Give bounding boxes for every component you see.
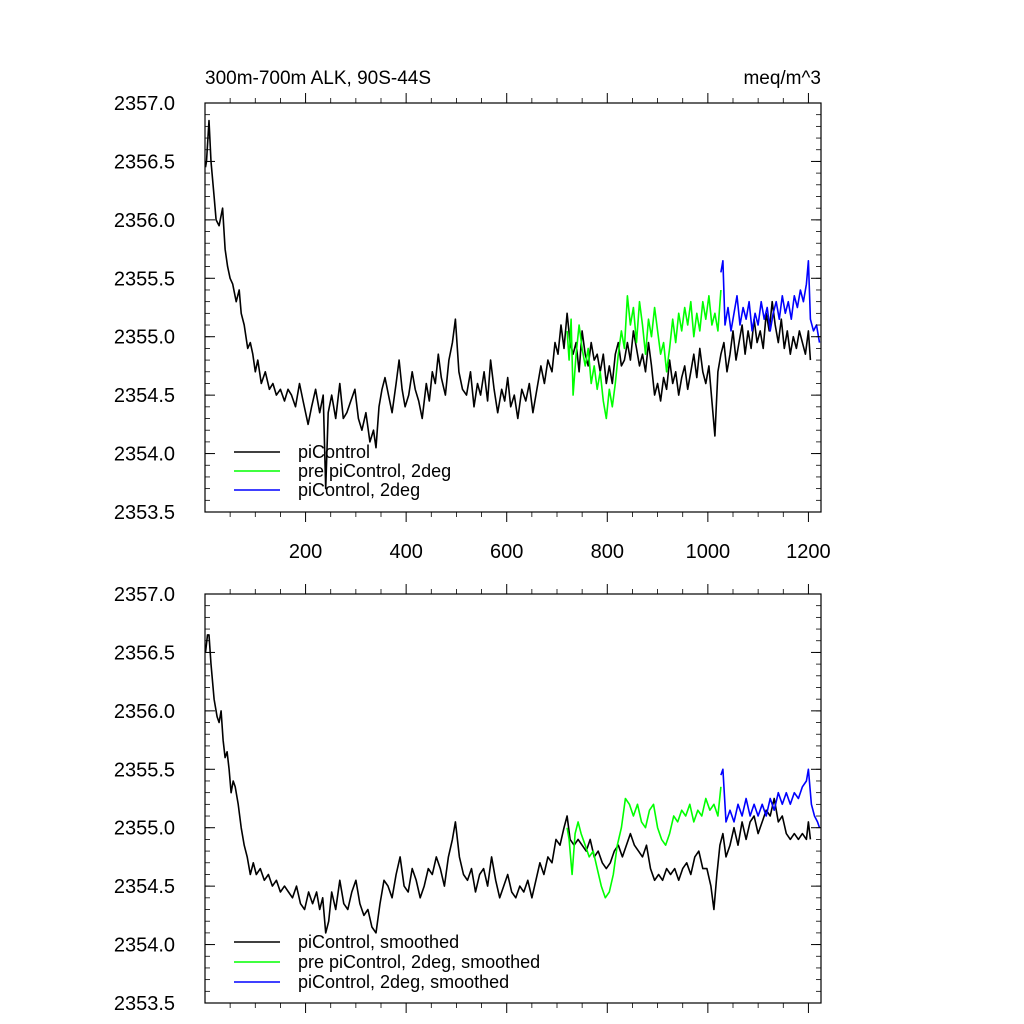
top-y-tick-label: 2356.0 <box>114 210 175 232</box>
bottom-y-tick-label: 2356.0 <box>114 701 175 723</box>
top-panel-series <box>204 119 821 490</box>
top-panel-frame <box>204 102 822 513</box>
bottom-panel-ticks: 2353.5 2354.0 2354.5 2355.0 2355.5 2356.0 2356… <box>114 584 821 1015</box>
legend-label-pre-picontrol-2deg: pre piControl, 2deg <box>298 461 451 481</box>
top-series-line-1 <box>566 289 722 420</box>
top-panel-legend: piControl pre piControl, 2deg piControl,… <box>234 442 451 500</box>
legend-label-pre-picontrol-2deg-smoothed: pre piControl, 2deg, smoothed <box>298 952 540 972</box>
bottom-panel-series <box>204 634 821 934</box>
top-panel-units: meq/m^3 <box>743 68 821 89</box>
bottom-y-tick-label: 2355.0 <box>114 818 175 840</box>
bottom-y-tick-label: 2354.5 <box>114 876 175 898</box>
top-y-tick-label: 2353.5 <box>114 502 175 524</box>
legend-label-picontrol-2deg: piControl, 2deg <box>298 480 420 500</box>
top-panel-ticks: 2353.5 2354.0 2354.5 2355.0 2355.5 2356.0 2356… <box>114 93 831 563</box>
bottom-y-tick-label: 2353.5 <box>114 993 175 1015</box>
top-y-tick-label: 2357.0 <box>114 93 175 115</box>
top-x-tick-label: 200 <box>289 541 322 563</box>
top-panel: 300m-700m ALK, 90S-44S meq/m^3 2353.5235… <box>114 68 831 563</box>
bottom-y-tick-label: 2354.0 <box>114 935 175 957</box>
top-y-tick-label: 2355.5 <box>114 268 175 290</box>
top-x-tick-label: 1000 <box>686 541 731 563</box>
bottom-y-tick-label: 2356.5 <box>114 642 175 664</box>
legend-label-picontrol: piControl <box>298 442 370 462</box>
top-series-line-2 <box>720 260 821 343</box>
top-series-line-0 <box>204 119 812 490</box>
top-y-tick-label: 2356.5 <box>114 151 175 173</box>
bottom-y-tick-label: 2355.5 <box>114 759 175 781</box>
bottom-panel-legend: piControl, smoothed pre piControl, 2deg,… <box>234 932 540 992</box>
bottom-series-line-0 <box>204 634 812 934</box>
legend-label-picontrol-2deg-smoothed: piControl, 2deg, smoothed <box>298 972 509 992</box>
top-x-tick-label: 400 <box>389 541 422 563</box>
top-x-tick-label: 1200 <box>786 541 831 563</box>
bottom-panel: 2353.5 2354.0 2354.5 2355.0 2355.5 2356.0 2356… <box>114 584 822 1015</box>
top-y-tick-label: 2354.5 <box>114 385 175 407</box>
bottom-series-line-1 <box>566 786 722 899</box>
top-x-tick-label: 600 <box>490 541 523 563</box>
top-panel-title: 300m-700m ALK, 90S-44S <box>205 68 431 89</box>
bottom-panel-frame <box>204 593 822 1004</box>
top-y-tick-label: 2354.0 <box>114 444 175 466</box>
bottom-y-tick-label: 2357.0 <box>114 584 175 606</box>
legend-label-picontrol-smoothed: piControl, smoothed <box>298 932 459 952</box>
top-x-tick-label: 800 <box>591 541 624 563</box>
bottom-series-line-2 <box>720 768 821 828</box>
top-y-tick-label: 2355.0 <box>114 327 175 349</box>
